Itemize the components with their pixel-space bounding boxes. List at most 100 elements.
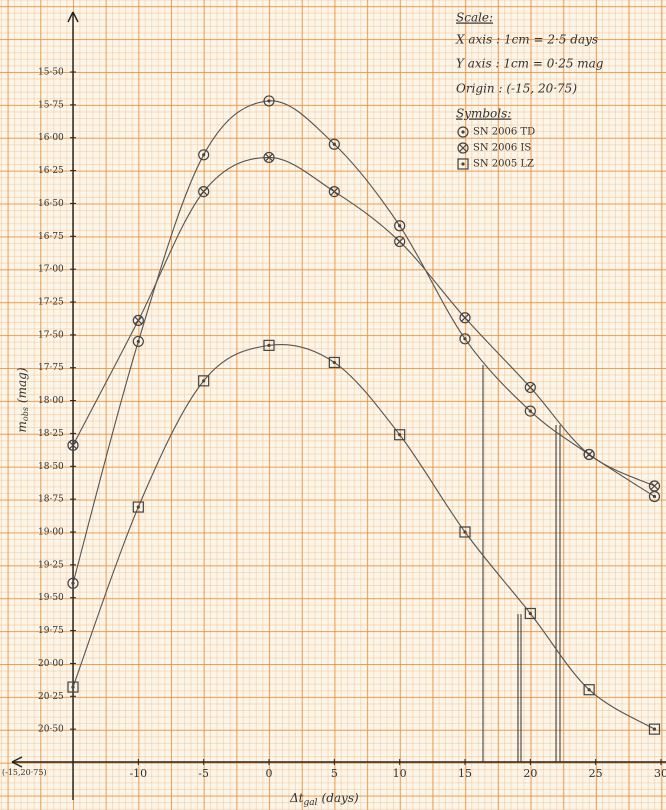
marker-part [71,685,75,689]
y-tick-label: 16·00 [38,133,64,143]
y-tick-label: 19·75 [38,626,64,636]
data-point [583,448,595,461]
scale-line: Y axis : 1cm = 0·25 mag [456,57,604,71]
y-tick-label: 20·25 [38,692,64,702]
marker-part [526,383,535,392]
y-tick-label: 20·00 [38,659,64,669]
data-point [524,381,536,394]
marker-part [328,186,340,198]
marker-part [398,433,402,437]
marker-part [202,379,206,383]
data-point [198,375,210,387]
y-arrow [67,11,79,23]
y-tick-label: 16·50 [38,199,64,209]
legend-label: SN 2006 TD [473,127,535,138]
marker-part [132,501,144,513]
y-tick-label: 19·25 [38,560,64,570]
curve [72,100,655,584]
marker-part [459,526,471,538]
marker-part [524,405,536,417]
marker-part [132,335,144,348]
x-tick-label: 10 [393,767,407,780]
marker-part [394,429,406,441]
data-point [67,439,79,451]
y-label-unit: (mag) [15,367,29,403]
marker-part [395,237,404,246]
data-point [524,405,536,417]
marker-part [328,356,340,369]
marker-part [652,727,657,731]
marker-part [263,151,275,164]
marker-part [328,138,340,150]
marker-part [524,607,536,620]
curve [72,156,655,487]
data-point [198,149,210,161]
y-tick-label: 18·00 [38,396,64,406]
marker-part [587,688,591,692]
legend-marker [457,126,469,138]
y-tick-label: 17·50 [38,330,64,340]
marker-part [457,126,469,138]
data-point [328,356,340,369]
marker-part [459,333,471,345]
marker-part [67,681,79,693]
marker-part [263,339,275,351]
y-label-sub: obs [21,407,30,421]
data-point [263,95,275,107]
scale-title: Scale: [456,11,493,25]
data-point [394,220,406,232]
data-point [263,151,275,164]
data-point [583,684,595,696]
y-tick-label: 15·50 [38,68,64,78]
data-point [394,235,406,248]
x-arrow [11,756,23,768]
data-point [648,723,661,735]
y-axis-label: mobs (mag) [15,367,31,432]
marker-part [332,360,336,365]
marker-part [457,142,469,154]
marker-part [585,450,594,459]
x-tick-label: 20 [523,767,537,780]
x-tick-label: -5 [198,767,209,780]
data-point [132,335,144,348]
marker-part [267,99,271,103]
data-point [394,429,406,441]
y-tick-label: 18·50 [38,462,64,472]
marker-part [71,581,75,585]
data-point [132,314,144,326]
marker-part [202,153,206,157]
marker-part [398,224,402,228]
x-axis-label: Δtgal (days) [289,791,359,808]
marker-part [198,186,210,198]
x-tick-label: 15 [458,767,472,780]
data-point [648,480,661,492]
marker-part [459,312,471,324]
marker-part [648,723,661,735]
legend-label: SN 2006 IS [473,143,531,154]
data-point [67,681,79,693]
data-point [328,138,340,150]
marker-part [134,316,143,325]
x-tick-label: 25 [589,767,603,780]
marker-part [198,375,210,387]
data-point [459,526,471,538]
legend-label: SN 2005 LZ [473,159,534,170]
marker-part [528,611,532,616]
marker-part [67,439,79,451]
scale-line: X axis : 1cm = 2·5 days [455,33,598,47]
marker-part [457,158,469,170]
scale-line: Origin : (-15, 20·75) [456,82,577,96]
y-tick-label: 16·75 [38,232,64,242]
y-tick-label: 18·75 [38,495,64,505]
data-point [648,490,661,503]
data-point [198,186,210,198]
data-point [524,607,536,620]
y-tick-label: 20·50 [38,725,64,735]
marker-part [650,482,659,490]
x-tick-label: 0 [266,767,273,780]
marker-part [69,441,77,450]
data-point [263,339,275,351]
marker-part [463,337,467,341]
